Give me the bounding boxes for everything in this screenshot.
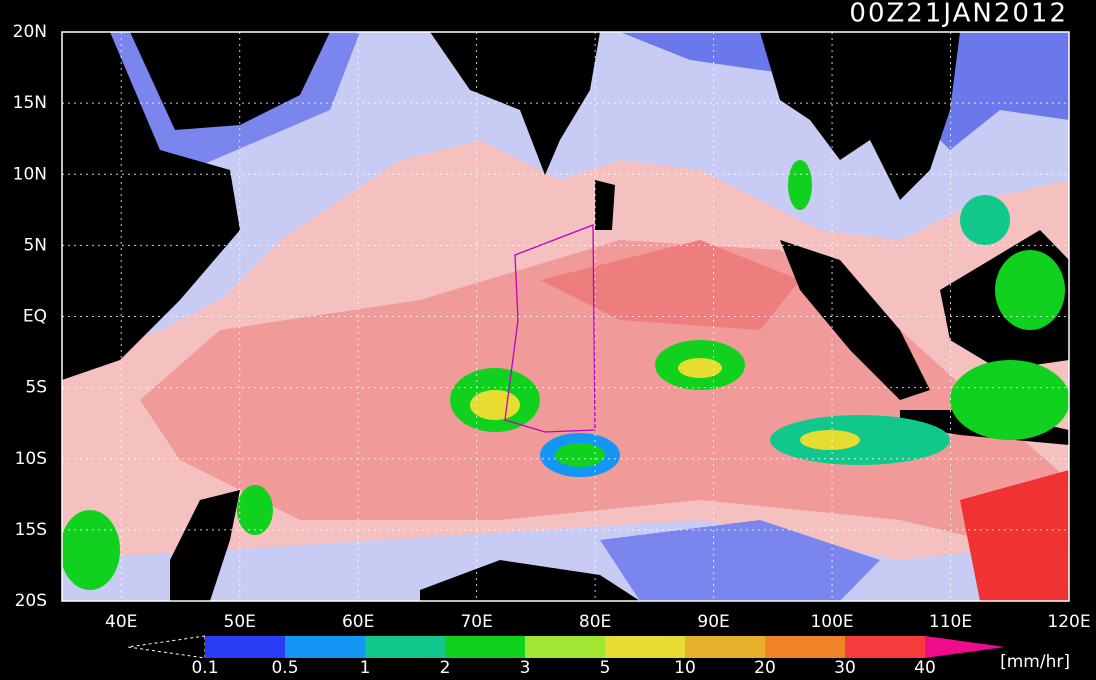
x-tick-label: 120E [1047, 612, 1090, 632]
colorbar-segment [525, 636, 605, 658]
rain-cell [678, 358, 722, 378]
x-tick-label: 50E [224, 612, 256, 632]
colorbar-under [127, 635, 206, 659]
rain-south [600, 520, 880, 601]
colorbar-label: 10 [674, 658, 696, 678]
colorbar-unit: [mm/hr] [1000, 652, 1070, 672]
colorbar-segment [845, 636, 925, 658]
colorbar-segment [685, 636, 765, 658]
y-tick-label: 20N [13, 22, 47, 42]
rain-cell [995, 250, 1065, 330]
x-tick-label: 80E [579, 612, 611, 632]
no-rain-south [420, 560, 640, 601]
y-tick-label: 5S [25, 378, 47, 398]
rain-cell [788, 160, 812, 210]
colorbar-over [925, 636, 1005, 658]
colorbar-segment [365, 636, 445, 658]
colorbar-label: 40 [914, 658, 936, 678]
rain-cell [237, 485, 273, 535]
rain-cell [470, 390, 520, 420]
y-tick-label: 20S [15, 591, 47, 611]
map-title: 00Z21JAN2012 [849, 0, 1068, 29]
rain-cell [555, 443, 605, 467]
map-field [62, 32, 1069, 601]
colorbar-segment [285, 636, 365, 658]
y-tick-label: 10S [15, 449, 47, 469]
land-sumatra [780, 240, 930, 400]
colorbar-segment [765, 636, 845, 658]
land-africa [62, 32, 240, 380]
x-tick-label: 70E [460, 612, 492, 632]
x-tick-label: 90E [697, 612, 729, 632]
colorbar-segment [445, 636, 525, 658]
rain-cell [950, 360, 1069, 440]
colorbar-label: 5 [600, 658, 611, 678]
colorbar-segment [205, 636, 285, 658]
colorbar-label: 30 [834, 658, 856, 678]
y-tick-label: 10N [13, 164, 47, 184]
land-madagascar [170, 490, 240, 601]
y-tick-label: EQ [23, 307, 47, 327]
land-india [430, 32, 600, 175]
x-tick-label: 110E [929, 612, 972, 632]
colorbar-label: 0.5 [271, 658, 298, 678]
heavier-field [540, 240, 800, 330]
x-tick-label: 100E [810, 612, 853, 632]
y-tick-label: 15S [15, 520, 47, 540]
colorbar-label: 1 [360, 658, 371, 678]
x-tick-label: 40E [105, 612, 137, 632]
colorbar-label: 0.1 [191, 658, 218, 678]
rain-cell [800, 430, 860, 450]
colorbar-label: 20 [754, 658, 776, 678]
land-srilanka [595, 180, 615, 230]
heavy-field [960, 470, 1069, 601]
colorbar-segment [605, 636, 685, 658]
rain-cell [960, 195, 1010, 245]
land-indochina [760, 32, 960, 200]
colorbar-label: 3 [520, 658, 531, 678]
rain-bengal [620, 32, 1069, 150]
rain-cell [62, 510, 120, 590]
y-tick-label: 15N [13, 93, 47, 113]
plot-frame [61, 31, 1070, 602]
y-tick-label: 5N [23, 235, 47, 255]
boundary-line [504, 224, 596, 433]
x-tick-label: 60E [342, 612, 374, 632]
colorbar-label: 2 [440, 658, 451, 678]
land-arabia [130, 32, 330, 130]
